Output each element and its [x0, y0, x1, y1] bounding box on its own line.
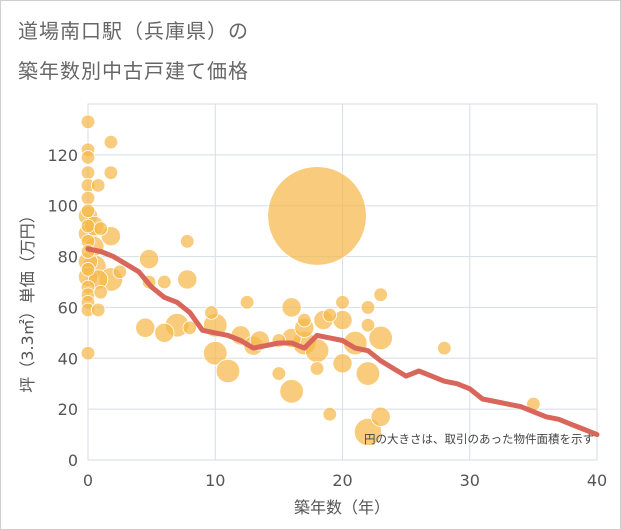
bubble-point	[103, 165, 119, 180]
bubble-point	[80, 345, 96, 361]
bubble-point	[322, 407, 337, 422]
y-tick-label: 60	[58, 298, 78, 317]
bubble-point	[157, 274, 172, 290]
x-tick-label: 10	[205, 471, 225, 490]
bubble-point	[93, 221, 108, 236]
x-axis-ticks: 0 10 20 30 40	[83, 471, 607, 490]
bubble-point	[281, 297, 302, 318]
bubble-point	[370, 406, 391, 427]
bubble-point	[80, 150, 96, 165]
bubble-point	[103, 134, 119, 150]
bubble-point	[279, 379, 304, 404]
bubble-point	[360, 318, 376, 333]
x-tick-label: 30	[460, 471, 480, 490]
bubble-point	[80, 203, 96, 219]
bubble-point	[80, 165, 96, 180]
bubble-point	[353, 417, 383, 447]
x-tick-label: 40	[587, 471, 607, 490]
bubble-point	[355, 361, 381, 386]
bubble-point	[154, 322, 175, 343]
y-tick-label: 80	[58, 248, 78, 267]
chart-title-line-2: 築年数別中古戸建て価格	[18, 59, 249, 83]
bubble-point	[90, 302, 106, 318]
bubble-point	[93, 284, 108, 300]
bubble-point	[204, 305, 219, 320]
y-axis-title: 坪（3.3㎡）単価（万円）	[18, 207, 37, 392]
bubble-point	[80, 114, 96, 130]
average-price-line	[85, 246, 600, 438]
bubble-point	[373, 287, 388, 302]
y-tick-label: 120	[47, 146, 78, 165]
bubble-point	[335, 295, 350, 310]
bubble-point	[112, 264, 128, 280]
bubble-point	[203, 340, 228, 366]
chart-title-line-1: 道場南口駅（兵庫県）の	[18, 19, 249, 43]
bubble-point	[437, 340, 452, 356]
y-tick-label: 100	[47, 197, 78, 216]
bubble-point	[309, 361, 325, 376]
bubble-series	[77, 114, 541, 447]
bubble-point	[297, 312, 312, 328]
y-axis-ticks: 0 20 40 60 80 100 120	[47, 146, 78, 470]
bubble-point	[139, 249, 160, 270]
bubble-point	[271, 366, 287, 381]
average-line-series	[85, 246, 600, 438]
y-tick-label: 40	[58, 349, 78, 368]
bubble-point	[90, 178, 106, 193]
bubble-point	[332, 353, 353, 374]
x-tick-label: 20	[332, 471, 352, 490]
bubble-point	[267, 166, 367, 266]
bubble-point	[182, 320, 198, 335]
x-tick-label: 0	[83, 471, 93, 490]
bubble-point	[80, 190, 96, 206]
bubble-point	[322, 307, 337, 323]
bubble-point	[135, 317, 156, 338]
y-tick-label: 0	[68, 451, 78, 470]
bubble-point	[80, 218, 96, 234]
bubble-point	[360, 300, 376, 315]
bubble-point	[239, 295, 255, 310]
bubble-size-note: 円の大きさは、取引のあった物件面積を示す	[364, 432, 594, 446]
bubble-point	[177, 269, 198, 290]
bubble-point	[368, 325, 393, 351]
y-tick-label: 20	[58, 400, 78, 419]
bubble-point	[215, 358, 241, 384]
bubble-point	[80, 262, 96, 277]
bubble-point	[180, 234, 195, 249]
x-axis-title: 築年数（年）	[294, 498, 390, 517]
